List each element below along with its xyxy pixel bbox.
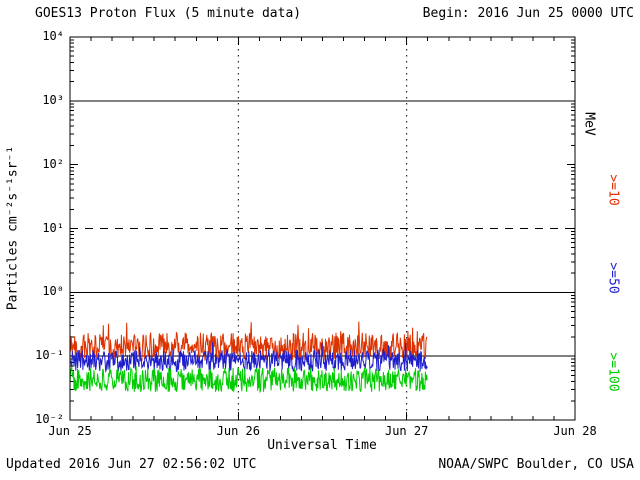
y-axis-title: Particles cm⁻²s⁻¹sr⁻¹: [5, 145, 21, 311]
chart-title: GOES13 Proton Flux (5 minute data): [35, 6, 302, 21]
y-tick-label: 10³: [42, 92, 64, 107]
y-tick-label: 10¹: [42, 220, 64, 235]
x-tick-label: Jun 25: [48, 424, 92, 438]
y-tick-label: 10⁰: [42, 284, 64, 299]
y-tick-label: 10⁻¹: [35, 348, 64, 363]
updated-timestamp: Updated 2016 Jun 27 02:56:02 UTC: [6, 457, 257, 472]
right-axis-label-ge100: >=100: [605, 352, 621, 392]
right-axis-label-ge10: >=10: [605, 174, 621, 206]
x-tick-label: Jun 26: [216, 424, 261, 438]
y-tick-label: 10²: [42, 156, 64, 171]
x-axis-title: Universal Time: [267, 438, 377, 453]
x-tick-label: Jun 27: [384, 424, 429, 438]
x-tick-label: Jun 28: [553, 424, 597, 438]
source-attribution: NOAA/SWPC Boulder, CO USA: [438, 457, 634, 472]
begin-time-label: Begin: 2016 Jun 25 0000 UTC: [422, 6, 634, 21]
right-axis-label-mev: MeV: [581, 112, 597, 136]
y-tick-label: 10⁻²: [35, 412, 64, 426]
right-axis-label-ge50: >=50: [605, 262, 621, 294]
y-tick-label: 10⁴: [42, 29, 64, 43]
